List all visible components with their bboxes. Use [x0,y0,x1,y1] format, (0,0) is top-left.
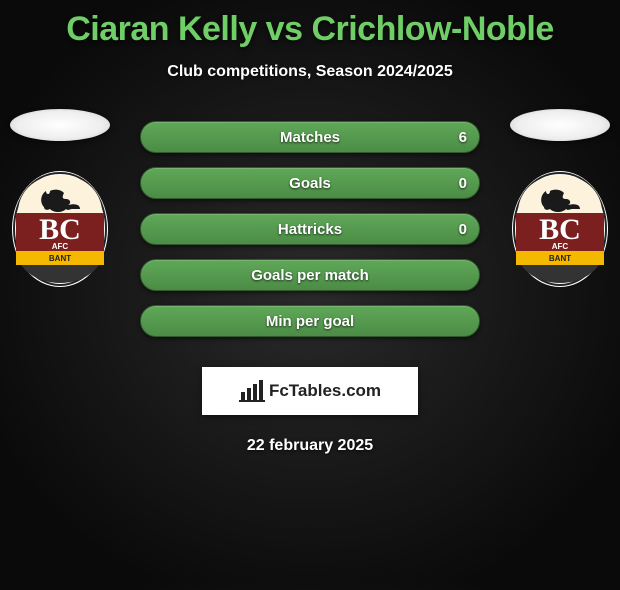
stat-label: Min per goal [266,313,354,330]
stat-bar-goals-per-match: Goals per match [140,259,480,291]
club-crest-left: BC AFC BANT [10,169,110,289]
bar-chart-icon [239,380,265,402]
player-left-photo [10,109,110,141]
svg-text:BANT: BANT [549,254,571,263]
stat-label: Hattricks [278,221,342,238]
comparison-area: BC AFC BANT BC AFC BANT Matches 6 Goals [0,121,620,455]
stat-bar-matches: Matches 6 [140,121,480,153]
stat-right-value: 0 [459,221,467,238]
player-right-column: BC AFC BANT [500,109,620,289]
club-crest-right: BC AFC BANT [510,169,610,289]
svg-text:AFC: AFC [52,242,69,251]
site-logo[interactable]: FcTables.com [202,367,418,415]
svg-text:BANT: BANT [49,254,71,263]
player-left-column: BC AFC BANT [0,109,120,289]
stat-right-value: 0 [459,175,467,192]
stat-label: Goals [289,175,331,192]
stat-bar-goals: Goals 0 [140,167,480,199]
stat-label: Matches [280,129,340,146]
subtitle: Club competitions, Season 2024/2025 [0,63,620,81]
svg-text:AFC: AFC [552,242,569,251]
site-logo-text: FcTables.com [269,381,381,401]
generation-date: 22 february 2025 [0,437,620,455]
stat-right-value: 6 [459,129,467,146]
player-right-photo [510,109,610,141]
stat-bars: Matches 6 Goals 0 Hattricks 0 Goals per … [140,121,480,337]
stat-bar-min-per-goal: Min per goal [140,305,480,337]
page-title: Ciaran Kelly vs Crichlow-Noble [0,10,620,49]
stat-bar-hattricks: Hattricks 0 [140,213,480,245]
stat-label: Goals per match [251,267,369,284]
